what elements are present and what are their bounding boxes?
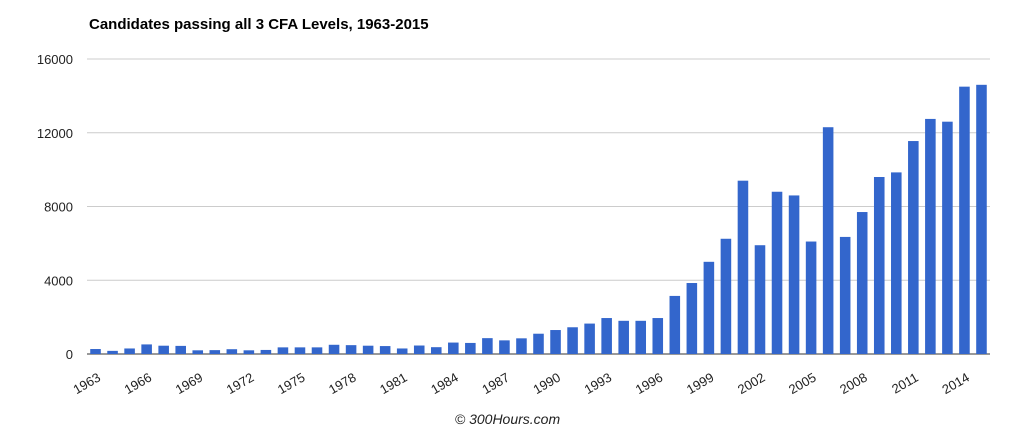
bar-2014	[959, 86, 970, 354]
copyright-footer: © 300Hours.com	[454, 411, 561, 427]
bar-2008	[856, 212, 868, 354]
bar-1974	[277, 347, 289, 354]
y-tick-label: 12000	[37, 126, 73, 141]
bar-1978	[345, 345, 357, 354]
y-tick-label: 16000	[37, 52, 73, 67]
bar-2006	[822, 127, 834, 354]
bars	[90, 84, 987, 354]
bar-1963	[90, 349, 101, 354]
bar-2009	[873, 177, 885, 354]
bar-1979	[362, 345, 374, 354]
y-axis-labels: 0 4000 8000 12000 16000	[37, 52, 73, 362]
bar-1982	[413, 345, 425, 354]
bar-1988	[516, 338, 527, 354]
x-tick-label: 1999	[684, 370, 717, 397]
bar-2013	[942, 121, 953, 354]
x-tick-label: 1990	[530, 370, 563, 397]
bar-1969	[192, 350, 204, 354]
bar-1968	[175, 345, 186, 354]
bar-1972	[243, 350, 255, 354]
gridlines	[87, 58, 990, 355]
bar-1990	[550, 330, 561, 354]
x-tick-label: 2011	[889, 370, 921, 397]
x-tick-label: 1972	[224, 370, 257, 397]
bar-2000	[720, 238, 732, 354]
bar-1989	[533, 333, 544, 354]
bar-2015	[976, 84, 987, 354]
bar-1984	[448, 342, 459, 354]
x-axis-labels: 1963 1966 1969 1972 1975 1978 1981 1984 1987 1990…	[70, 370, 971, 397]
bar-1993	[601, 318, 612, 354]
x-tick-label: 1981	[377, 370, 410, 397]
bar-1970	[209, 350, 221, 354]
bar-2007	[839, 236, 851, 354]
bar-1965	[124, 348, 135, 354]
bar-1985	[465, 342, 476, 354]
bar-1997	[669, 295, 681, 354]
bar-2001	[737, 180, 749, 354]
y-tick-label: 4000	[44, 273, 73, 288]
x-tick-label: 1996	[633, 370, 666, 397]
bar-2003	[771, 191, 783, 354]
bar-1992	[584, 323, 595, 354]
x-tick-label: 1993	[582, 370, 615, 397]
bar-1977	[328, 344, 340, 354]
bar-1971	[226, 349, 238, 354]
bar-1999	[703, 261, 715, 354]
bar-2010	[891, 172, 902, 354]
y-tick-label: 0	[66, 347, 73, 362]
bar-1980	[379, 346, 391, 354]
bar-1996	[652, 318, 664, 354]
bar-1981	[396, 348, 408, 354]
bar-1986	[482, 338, 493, 354]
x-tick-label: 2002	[735, 370, 768, 397]
bar-1995	[635, 320, 647, 354]
y-tick-label: 8000	[44, 200, 73, 215]
bar-2004	[788, 195, 800, 354]
bar-1967	[158, 345, 169, 354]
bar-1983	[430, 347, 442, 354]
bar-2012	[925, 118, 936, 354]
bar-1998	[686, 283, 698, 354]
x-tick-label: 1966	[122, 370, 155, 397]
bar-1973	[260, 349, 272, 354]
x-tick-label: 2005	[786, 370, 819, 397]
bar-1976	[311, 347, 323, 354]
x-tick-label: 2008	[837, 370, 870, 397]
x-tick-label: 1984	[428, 370, 461, 397]
bar-2005	[805, 241, 817, 354]
bar-1964	[107, 350, 118, 354]
bar-2002	[754, 245, 766, 354]
x-tick-label: 1963	[70, 370, 103, 397]
x-tick-label: 1975	[275, 370, 308, 397]
chart-title: Candidates passing all 3 CFA Levels, 196…	[89, 16, 429, 33]
bar-1987	[499, 340, 510, 354]
bar-1966	[141, 344, 152, 354]
bar-1991	[567, 327, 578, 354]
x-tick-label: 1969	[173, 370, 206, 397]
x-tick-label: 1978	[326, 370, 359, 397]
x-tick-label: 1987	[479, 370, 512, 397]
bar-1994	[618, 320, 629, 354]
bar-1975	[294, 347, 306, 354]
bar-2011	[908, 141, 919, 354]
x-tick-label: 2014	[939, 370, 972, 397]
